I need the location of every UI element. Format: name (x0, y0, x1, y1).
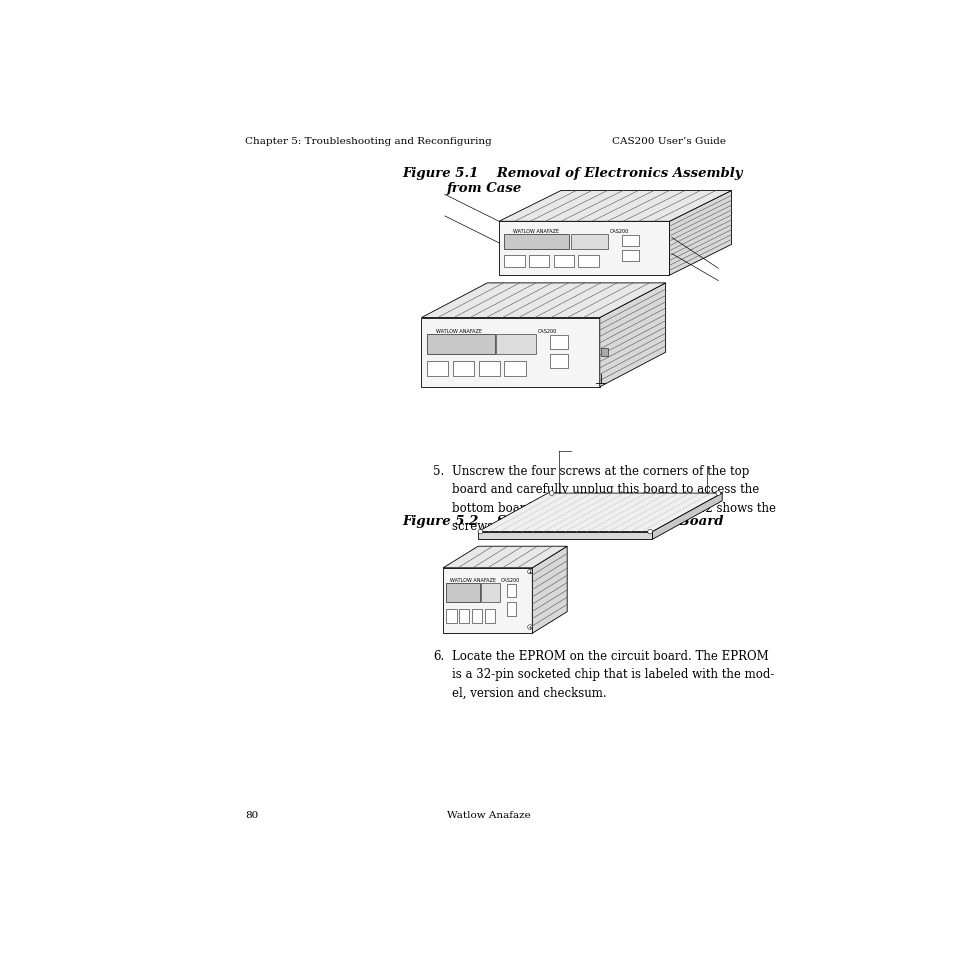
Text: WATLOW ANAFAZE: WATLOW ANAFAZE (512, 230, 558, 234)
Bar (600, 349, 607, 356)
Polygon shape (599, 284, 665, 388)
Text: Watlow Anafaze: Watlow Anafaze (447, 810, 530, 819)
Bar (453, 362, 474, 377)
Bar (496, 335, 535, 355)
Circle shape (716, 491, 720, 496)
Bar (471, 609, 482, 624)
Bar (503, 235, 568, 250)
Polygon shape (669, 192, 731, 275)
Polygon shape (652, 494, 721, 539)
Bar (480, 584, 499, 602)
Text: Figure 5.1    Removal of Electronics Assembly: Figure 5.1 Removal of Electronics Assemb… (402, 167, 741, 180)
Polygon shape (498, 192, 731, 222)
Polygon shape (443, 547, 567, 568)
Text: Figure 5.2    Screws Locations on PC Board: Figure 5.2 Screws Locations on PC Board (402, 515, 723, 527)
Polygon shape (532, 547, 567, 634)
Text: Unscrew the four screws at the corners of the top
board and carefully unplug thi: Unscrew the four screws at the corners o… (452, 464, 776, 533)
Polygon shape (421, 318, 599, 388)
Polygon shape (498, 222, 669, 275)
Circle shape (549, 491, 554, 496)
Bar (478, 362, 499, 377)
Bar (507, 584, 516, 598)
Text: Locate the EPROM on the circuit board. The EPROM
is a 32-pin socketed chip that : Locate the EPROM on the circuit board. T… (452, 649, 774, 699)
Bar (553, 256, 574, 268)
Polygon shape (477, 532, 652, 539)
Bar (458, 609, 469, 624)
Text: 80: 80 (245, 810, 257, 819)
Bar (445, 609, 456, 624)
Circle shape (527, 625, 532, 630)
Bar (621, 251, 639, 261)
Text: CAS200: CAS200 (609, 230, 628, 234)
Text: WATLOW ANAFAZE: WATLOW ANAFAZE (450, 578, 496, 582)
Bar (621, 235, 639, 246)
Bar (426, 362, 448, 377)
Text: from Case: from Case (446, 182, 521, 195)
Bar (445, 584, 479, 602)
Bar (507, 603, 516, 616)
Bar (549, 355, 567, 369)
Circle shape (477, 530, 482, 535)
Bar (570, 235, 607, 250)
Text: 6.: 6. (433, 649, 444, 662)
Bar (484, 609, 495, 624)
Bar (504, 362, 525, 377)
Bar (426, 335, 494, 355)
Bar (528, 256, 549, 268)
Bar (549, 335, 567, 350)
Text: Chapter 5: Troubleshooting and Reconfiguring: Chapter 5: Troubleshooting and Reconfigu… (245, 137, 491, 146)
Bar (578, 256, 598, 268)
Text: CAS200 User’s Guide: CAS200 User’s Guide (612, 137, 725, 146)
Text: 5.: 5. (433, 464, 444, 477)
Text: CAS200: CAS200 (537, 328, 556, 334)
Polygon shape (421, 284, 665, 318)
Polygon shape (443, 568, 532, 634)
Text: WATLOW ANAFAZE: WATLOW ANAFAZE (436, 328, 481, 334)
Text: CAS200: CAS200 (500, 578, 519, 582)
Circle shape (527, 570, 532, 575)
Bar (503, 256, 524, 268)
Polygon shape (477, 494, 721, 532)
Circle shape (647, 530, 652, 535)
